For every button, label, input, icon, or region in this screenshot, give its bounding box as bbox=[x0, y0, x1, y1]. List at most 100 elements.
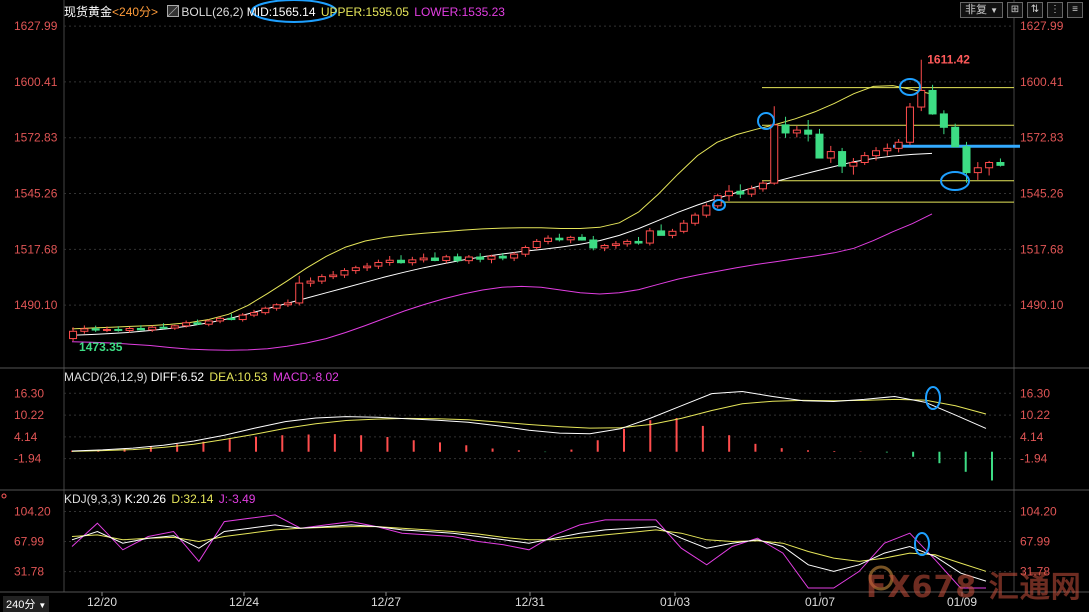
candle-body bbox=[487, 255, 496, 260]
highlight-circle bbox=[251, 0, 337, 23]
kdj-y-tick-right: 31.78 bbox=[1020, 565, 1050, 579]
candle-body bbox=[611, 243, 620, 246]
x-tick-label: 12/20 bbox=[87, 595, 117, 609]
candle-body bbox=[577, 236, 586, 241]
candle-body bbox=[102, 328, 111, 331]
macd-legend: MACD(26,12,9) DIFF:6.52 DEA:10.53 MACD:-… bbox=[64, 370, 339, 384]
candle-body bbox=[374, 261, 383, 267]
macd-diff-line bbox=[71, 390, 987, 452]
kdj-label: KDJ(9,3,3) bbox=[64, 492, 122, 506]
candle-body bbox=[996, 162, 1005, 166]
candle-body bbox=[623, 240, 632, 245]
candle-body bbox=[804, 129, 813, 135]
candle-body bbox=[657, 230, 666, 236]
candle-body bbox=[645, 230, 654, 244]
candle-body bbox=[249, 312, 259, 316]
chevron-down-icon: ▼ bbox=[990, 6, 998, 15]
more-icon[interactable]: ⋮ bbox=[1047, 2, 1063, 18]
low-price-label: 1473.35 bbox=[79, 340, 123, 354]
macd-value-label: MACD:-8.02 bbox=[272, 370, 339, 384]
y-tick-left: 1572.83 bbox=[14, 131, 58, 145]
candle-body bbox=[555, 237, 564, 241]
candle-body bbox=[238, 314, 247, 321]
y-tick-right: 1517.68 bbox=[1020, 242, 1064, 256]
kdj-k-line bbox=[71, 524, 987, 582]
period-footer[interactable]: 240分 ▼ bbox=[3, 596, 50, 612]
boll-icon bbox=[167, 5, 180, 17]
candle-body bbox=[860, 155, 869, 164]
candle-body bbox=[408, 259, 417, 264]
axis-labels: 1627.99 1627.99 1600.41 1600.41 1572.83 1572.… bbox=[14, 19, 1064, 609]
boll-upper-label: UPPER:1595.05 bbox=[320, 5, 409, 19]
candle-body bbox=[758, 182, 767, 190]
period-label[interactable]: <240分> bbox=[112, 5, 159, 19]
period-footer-label: 240分 bbox=[6, 599, 36, 611]
y-tick-right: 1545.26 bbox=[1020, 187, 1064, 201]
candle-body bbox=[894, 141, 903, 149]
candle-body bbox=[962, 146, 971, 174]
kdj-y-tick-right: 104.20 bbox=[1020, 504, 1057, 518]
candle-body bbox=[80, 328, 89, 332]
candle-body bbox=[691, 214, 700, 224]
candle-body bbox=[453, 256, 462, 262]
candle-body bbox=[532, 240, 541, 249]
macd-y-tick-right: 10.22 bbox=[1020, 408, 1050, 422]
candle-body bbox=[182, 322, 191, 327]
annotation-circles bbox=[1, 0, 970, 591]
watermark: FX678 汇通网 bbox=[866, 570, 1082, 605]
candle-body bbox=[317, 276, 326, 282]
macd-y-tick-left: -1.94 bbox=[14, 452, 42, 466]
boll-lower-label: LOWER:1535.23 bbox=[414, 5, 505, 19]
kdj-y-tick-right: 67.99 bbox=[1020, 535, 1050, 549]
boll-upper-line bbox=[71, 85, 933, 330]
candle-body bbox=[905, 106, 914, 143]
candle-body bbox=[295, 282, 304, 304]
candle-body bbox=[351, 267, 360, 272]
kdj-j-line bbox=[71, 514, 986, 589]
candle-body bbox=[702, 205, 711, 216]
macd-dea-label: DEA:10.53 bbox=[209, 370, 268, 384]
y-tick-right: 1490.10 bbox=[1020, 298, 1064, 312]
y-tick-right: 1600.41 bbox=[1020, 75, 1064, 89]
menu-icon[interactable]: ≡ bbox=[1067, 2, 1083, 18]
chevron-down-icon: ▼ bbox=[38, 601, 47, 610]
candle-body bbox=[883, 147, 892, 152]
y-tick-left: 1600.41 bbox=[14, 75, 58, 89]
macd-diff-label: DIFF:6.52 bbox=[150, 370, 205, 384]
swap-icon[interactable]: ⇅ bbox=[1027, 2, 1043, 18]
x-tick-label: 12/24 bbox=[229, 595, 259, 609]
boll-lower-line bbox=[71, 213, 933, 351]
macd-y-tick-left: 10.22 bbox=[14, 408, 44, 422]
candle-body bbox=[340, 270, 349, 276]
candle-body bbox=[634, 240, 643, 244]
candle-body bbox=[397, 259, 406, 264]
boll-mid-label: MID:1565.14 bbox=[246, 5, 316, 19]
candle-body bbox=[510, 253, 519, 259]
candle-body bbox=[227, 317, 236, 321]
candle-body bbox=[939, 113, 948, 128]
candle-body bbox=[544, 237, 553, 242]
highlight-circle bbox=[899, 78, 921, 96]
kdj-y-tick-left: 31.78 bbox=[14, 565, 44, 579]
candle-body bbox=[985, 162, 994, 169]
candle-body bbox=[521, 247, 530, 255]
candle-body bbox=[747, 188, 756, 195]
kdj-y-tick-left: 67.99 bbox=[14, 535, 44, 549]
layout-icon[interactable]: ⊞ bbox=[1007, 2, 1023, 18]
candle-body bbox=[973, 167, 982, 174]
highlight-circle bbox=[925, 386, 941, 410]
candle-body bbox=[464, 256, 473, 262]
candle-body bbox=[566, 236, 575, 241]
adjust-dropdown[interactable]: 非复 ▼ bbox=[960, 2, 1003, 18]
macd-panel bbox=[71, 390, 993, 481]
candle-body bbox=[724, 190, 734, 197]
candle-body bbox=[159, 326, 168, 329]
candle-body bbox=[826, 151, 835, 159]
candle-body bbox=[815, 133, 824, 159]
candle-body bbox=[951, 126, 960, 148]
candle-body bbox=[498, 255, 507, 259]
candle-body bbox=[204, 320, 213, 325]
highlight-circle bbox=[914, 532, 930, 556]
